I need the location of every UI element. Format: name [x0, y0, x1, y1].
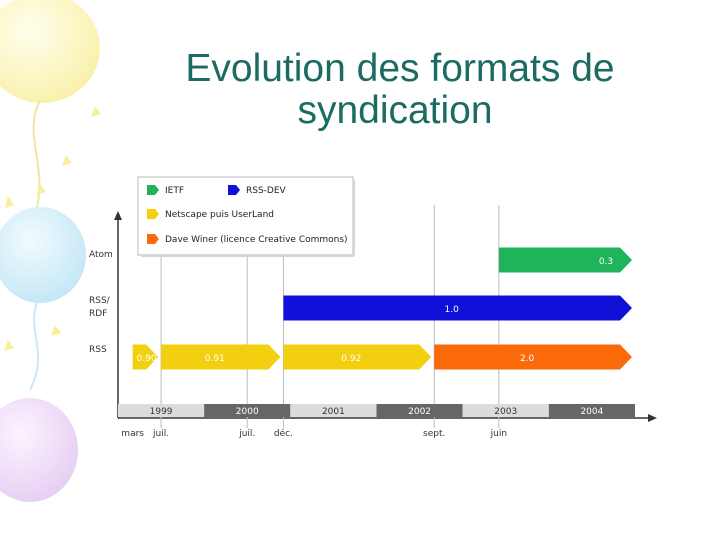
date-marker-label: mars: [121, 429, 144, 439]
bar-version-label: 1.0: [445, 305, 460, 315]
slide-title-line-2: syndication: [297, 89, 493, 132]
row-label: RDF: [89, 309, 107, 319]
y-axis-arrow-icon: [114, 211, 122, 220]
timeline-bar: [283, 344, 432, 370]
legend-label: RSS-DEV: [246, 186, 287, 196]
year-band-segment: [118, 404, 205, 417]
timeline-bar: [132, 344, 159, 370]
x-axis-arrow-icon: [648, 414, 657, 422]
legend-label: IETF: [165, 186, 184, 196]
row-label: RSS: [89, 345, 107, 355]
year-band-segment: [290, 404, 377, 417]
legend-label: Dave Winer (licence Creative Commons): [165, 235, 348, 245]
row-label: Atom: [89, 250, 113, 260]
timeline-bar: [498, 247, 632, 273]
date-marker-label: sept.: [423, 429, 445, 439]
legend-box: IETF RSS-DEV Netscape puis UserLand Dave Wi…: [137, 176, 355, 257]
year-label: 2002: [408, 407, 431, 417]
bar-version-label: 0.90: [137, 354, 157, 364]
date-marker-label: juin: [490, 429, 507, 439]
legend-label: Netscape puis UserLand: [165, 210, 274, 220]
date-marker-label: déc.: [274, 428, 293, 439]
legend-swatch: [147, 234, 159, 244]
year-label: 2004: [580, 407, 603, 417]
year-band-segment: [462, 404, 549, 417]
year-band-segment: [204, 404, 291, 417]
year-label: 2003: [494, 407, 517, 417]
year-label: 1999: [150, 407, 173, 417]
year-label: 2000: [236, 407, 259, 417]
purple-balloon-icon: [0, 398, 78, 502]
legend-swatch: [228, 185, 240, 195]
row-label: RSS/: [89, 296, 111, 306]
blue-balloon-icon: [0, 207, 86, 391]
slide-title-line-1: Evolution des formats de: [185, 47, 615, 90]
bar-version-label: 0.91: [205, 354, 225, 364]
legend-swatch: [147, 185, 159, 195]
slide-title: Evolution des formats de syndication: [0, 48, 720, 132]
date-marker-label: juil.: [152, 429, 169, 439]
year-band-segment: [548, 404, 635, 417]
bar-version-label: 0.92: [341, 354, 361, 364]
sparkle-icon: [4, 106, 101, 351]
timeline-bar: [283, 295, 632, 321]
year-band-segment: [376, 404, 463, 417]
timeline-bar: [434, 344, 632, 370]
bar-version-label: 0.3: [599, 257, 613, 267]
bar-version-label: 2.0: [520, 354, 535, 364]
legend-swatch: [147, 209, 159, 219]
date-marker-label: juil.: [238, 429, 255, 439]
year-label: 2001: [322, 407, 345, 417]
timeline-bar: [161, 344, 281, 370]
